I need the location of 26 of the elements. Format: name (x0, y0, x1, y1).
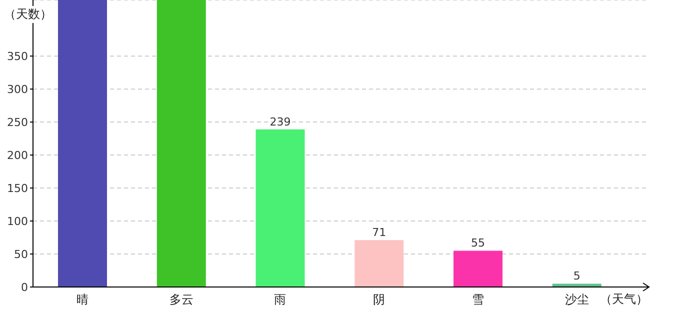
x-tick-label: 多云 (169, 292, 194, 307)
bar (156, 0, 206, 287)
x-tick-label: 雪 (472, 292, 484, 307)
y-tick-label: 0 (21, 280, 28, 294)
data-label: 239 (270, 115, 291, 128)
data-label: 5 (573, 270, 580, 283)
data-label: 71 (372, 226, 386, 240)
data-label: 55 (471, 236, 485, 250)
y-tick-label: 250 (7, 116, 28, 129)
bar (552, 284, 602, 287)
x-tick-label: 阴 (373, 292, 386, 307)
bar (454, 250, 502, 287)
y-tick-label: 200 (7, 148, 28, 162)
x-tick-label: 沙尘 (564, 292, 589, 307)
y-tick-label: 350 (7, 50, 28, 63)
bar (58, 0, 107, 287)
x-tick-label: 晴 (76, 292, 88, 307)
y-tick-label: 50 (14, 248, 28, 261)
y-tick-label: 300 (7, 82, 28, 96)
y-tick-label: 100 (7, 214, 28, 228)
bar (354, 240, 404, 287)
bar (256, 129, 305, 287)
y-axis-title: （天数） (4, 6, 52, 23)
x-axis-title: （天气） (600, 291, 648, 308)
x-tick-label: 雨 (274, 292, 286, 307)
y-tick-label: 150 (7, 182, 28, 195)
